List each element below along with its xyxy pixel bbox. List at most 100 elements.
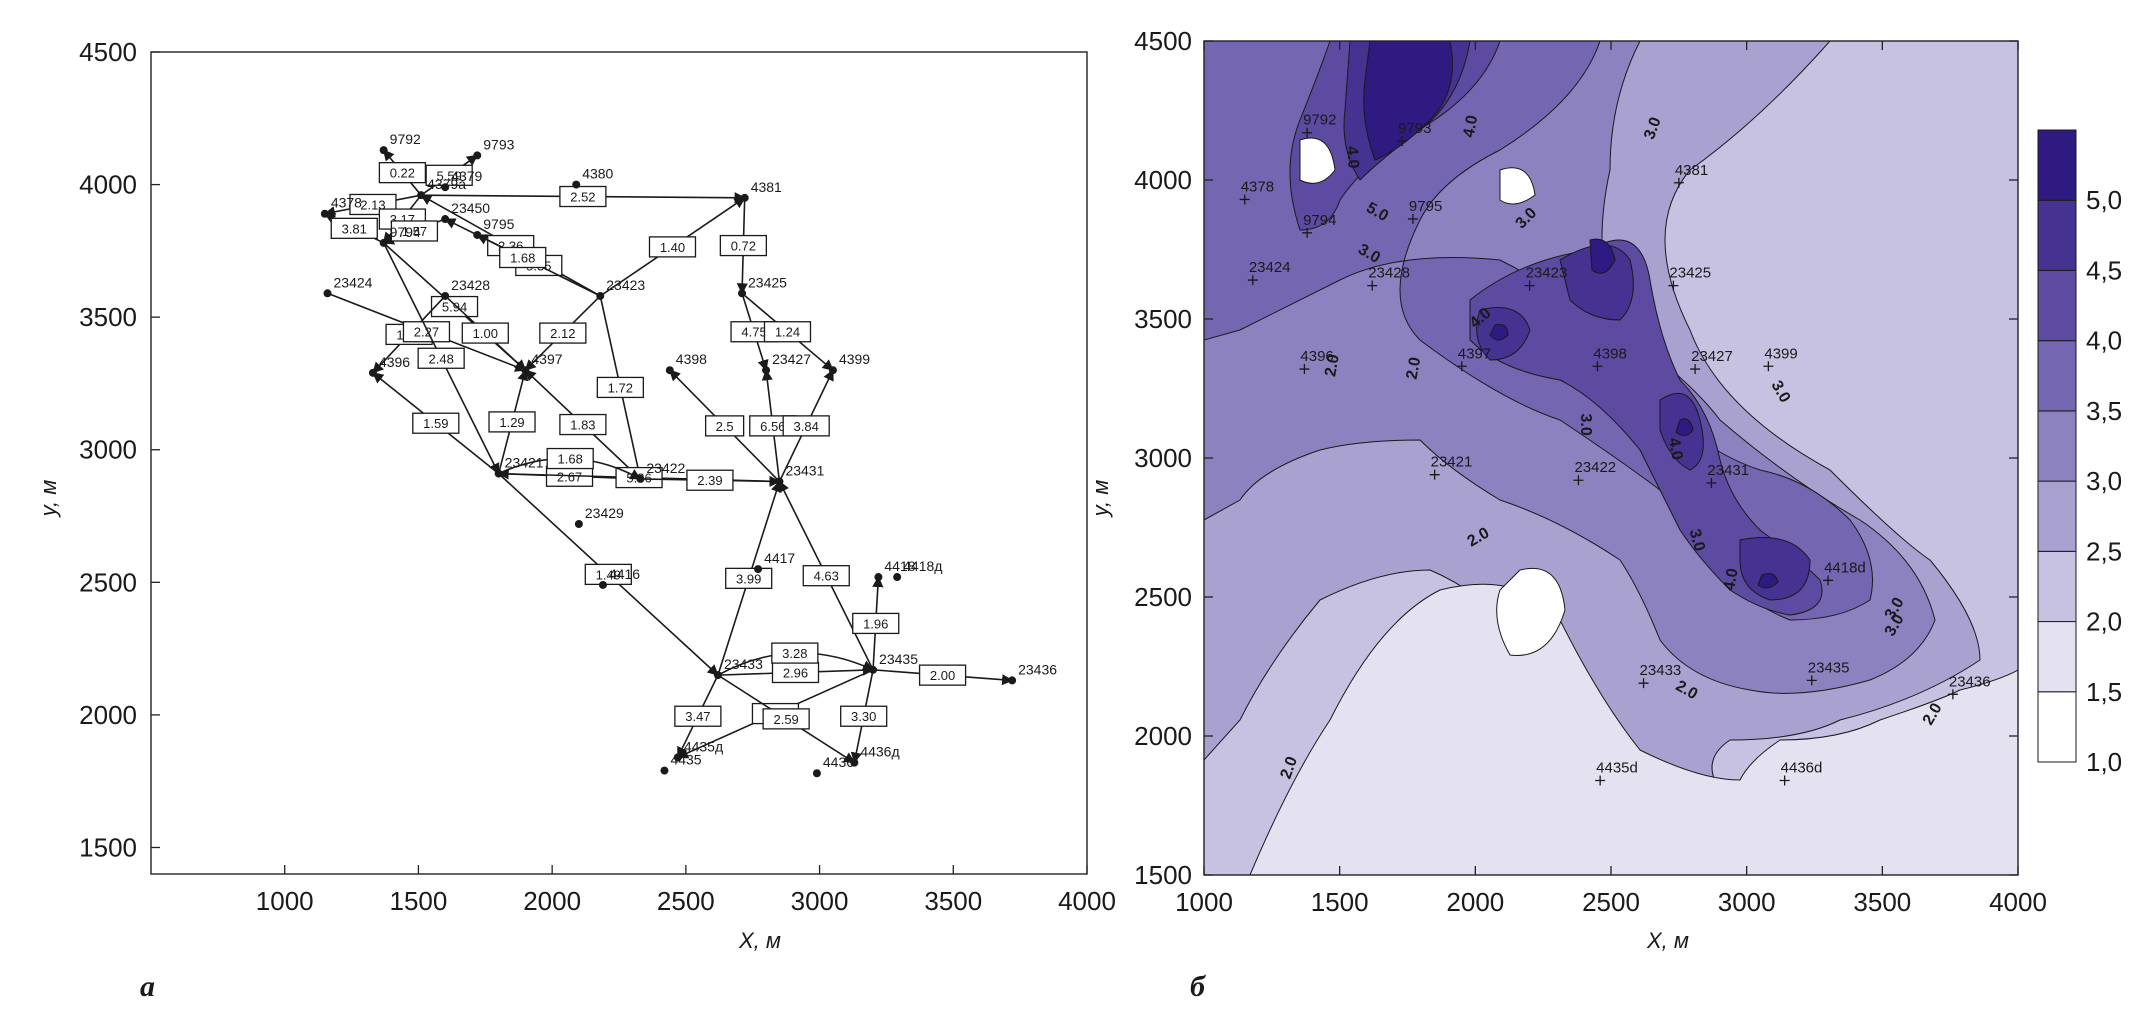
colorbar-swatch-4 bbox=[2037, 410, 2077, 482]
link-value-box bbox=[559, 413, 607, 436]
panel-b-y-tick-label: 2000 bbox=[1134, 721, 1192, 751]
well-marker-23422 bbox=[1573, 475, 1584, 486]
well-label-4417: 4417 bbox=[764, 550, 795, 566]
panel-a-x-tick-label: 2500 bbox=[657, 886, 715, 916]
link-value-label: 0.22 bbox=[390, 166, 415, 181]
well-label-23427: 23427 bbox=[1691, 348, 1733, 365]
well-label-9792: 9792 bbox=[1303, 112, 1336, 129]
panel-a-y-tick-label: 3000 bbox=[79, 435, 137, 465]
well-label-23433: 23433 bbox=[1640, 662, 1682, 679]
well-point-4436 bbox=[812, 769, 821, 778]
contour-label: 4.0 bbox=[1665, 436, 1686, 461]
link-value-label: 0.72 bbox=[731, 239, 756, 254]
well-label-23423: 23423 bbox=[1526, 265, 1568, 282]
contour-band-1-0-b bbox=[1299, 137, 1336, 184]
panel-b-x-tick-label: 2000 bbox=[1446, 887, 1504, 917]
link-value-label: 3.47 bbox=[685, 709, 710, 724]
link-value-box bbox=[802, 565, 850, 587]
panel-a-x-tick-label: 4000 bbox=[1058, 886, 1116, 916]
well-point-4418 bbox=[874, 573, 883, 582]
link-value-box bbox=[425, 164, 473, 186]
well-label-9793: 9793 bbox=[1398, 120, 1431, 137]
well-point-23429 bbox=[574, 519, 583, 528]
colorbar-swatch-0 bbox=[2037, 691, 2077, 763]
well-label-4398: 4398 bbox=[676, 351, 707, 367]
colorbar-label: 5,0 bbox=[2086, 185, 2122, 215]
well-label-4398: 4398 bbox=[1593, 345, 1626, 362]
link-value-box bbox=[782, 415, 830, 437]
well-marker-23424 bbox=[1247, 275, 1258, 286]
panel-b-x-axis-label: X, м bbox=[1646, 928, 1689, 953]
well-label-4435-: 4435д bbox=[684, 738, 723, 754]
link-value-label: 3.28 bbox=[782, 646, 807, 661]
colorbar-label: 1,0 bbox=[2086, 747, 2122, 777]
link-value-label: 3.30 bbox=[851, 709, 876, 724]
link-value-label: 2.67 bbox=[557, 469, 582, 484]
well-marker-23431 bbox=[1706, 478, 1717, 489]
link-value-box bbox=[725, 567, 773, 589]
link-value-label: 1.24 bbox=[775, 325, 800, 340]
panel-b-y-tick-label: 3000 bbox=[1134, 443, 1192, 473]
colorbar-label: 4,5 bbox=[2086, 255, 2122, 285]
well-label-23424: 23424 bbox=[1249, 259, 1291, 276]
well-label-9793: 9793 bbox=[483, 136, 514, 152]
panel-a-label: а bbox=[140, 970, 155, 1003]
panel-b-x-tick-label: 3500 bbox=[1853, 887, 1911, 917]
contour-band-1-5 bbox=[1249, 583, 2018, 875]
well-label-23425: 23425 bbox=[1669, 265, 1711, 282]
well-label-4396: 4396 bbox=[1300, 348, 1333, 365]
panel-a-y-axis-label: y, м bbox=[36, 480, 61, 519]
link-value-box bbox=[412, 412, 460, 434]
well-label-23429: 23429 bbox=[585, 505, 624, 521]
well-label-4418d: 4418d bbox=[1824, 559, 1866, 576]
link-value-label: 2.96 bbox=[783, 665, 808, 680]
link-value-box bbox=[499, 246, 547, 269]
panel-a-x-axis-label: X, м bbox=[738, 928, 781, 953]
well-point-4396 bbox=[368, 368, 377, 377]
well-label-23435: 23435 bbox=[1808, 659, 1850, 676]
panel-b-x-tick-label: 1500 bbox=[1311, 887, 1369, 917]
panel-b-contour-fill bbox=[1204, 41, 2018, 875]
link-value-label: 1.40 bbox=[660, 240, 685, 255]
contour-band-5-0 bbox=[1363, 41, 1779, 589]
well-label-4435d: 4435d bbox=[1596, 759, 1638, 776]
link-value-label: 2.12 bbox=[550, 326, 575, 341]
well-label-23433: 23433 bbox=[724, 656, 763, 672]
well-label-23431: 23431 bbox=[785, 463, 824, 479]
link-value-box bbox=[430, 295, 479, 318]
colorbar-swatch-8 bbox=[2037, 129, 2077, 201]
panel-a-x-tick-label: 3500 bbox=[924, 886, 982, 916]
colorbar-label: 1,5 bbox=[2086, 677, 2122, 707]
well-marker-23435 bbox=[1806, 675, 1817, 686]
link-value-label: 2.5 bbox=[716, 419, 734, 434]
panel-b-x-tick-label: 4000 bbox=[1989, 887, 2047, 917]
well-marker-4436d bbox=[1779, 775, 1790, 786]
panel-a-y-tick-label: 2500 bbox=[79, 567, 137, 597]
link-value-label: 2.48 bbox=[429, 351, 454, 366]
link-value-label: 1.68 bbox=[558, 452, 583, 467]
well-point-23424 bbox=[323, 289, 332, 298]
panel-a-links: 0.225.592.133.171.573.812.362.525.351.68… bbox=[323, 149, 1014, 764]
well-point-9792 bbox=[379, 146, 388, 155]
well-marker-9793 bbox=[1397, 136, 1408, 147]
well-label-4380: 4380 bbox=[582, 166, 613, 182]
colorbar-label: 2,5 bbox=[2086, 536, 2122, 566]
link-value-box bbox=[840, 705, 888, 727]
well-label-4435: 4435 bbox=[670, 752, 701, 768]
well-marker-4418d bbox=[1823, 575, 1834, 586]
panel-a-network-chart: 1000 1500 2000 2500 3000 3500 4000 1500 2000 2500… bbox=[36, 37, 1116, 1003]
well-point-4417 bbox=[754, 565, 763, 574]
well-point-4399 bbox=[828, 366, 837, 375]
link-value-box bbox=[686, 469, 734, 491]
well-marker-4378 bbox=[1239, 194, 1250, 205]
colorbar-label: 4,0 bbox=[2086, 326, 2122, 356]
link-value-label: 1.00 bbox=[473, 326, 498, 341]
contour-band-4-0 bbox=[1289, 41, 1823, 616]
well-point-4435- bbox=[673, 753, 682, 762]
well-label-4436-: 4436д bbox=[860, 744, 899, 760]
well-label-23428: 23428 bbox=[451, 277, 490, 293]
link-value-box bbox=[918, 664, 967, 686]
link-value-label: 2.00 bbox=[930, 668, 955, 683]
link-value-label: 1.96 bbox=[863, 616, 888, 631]
